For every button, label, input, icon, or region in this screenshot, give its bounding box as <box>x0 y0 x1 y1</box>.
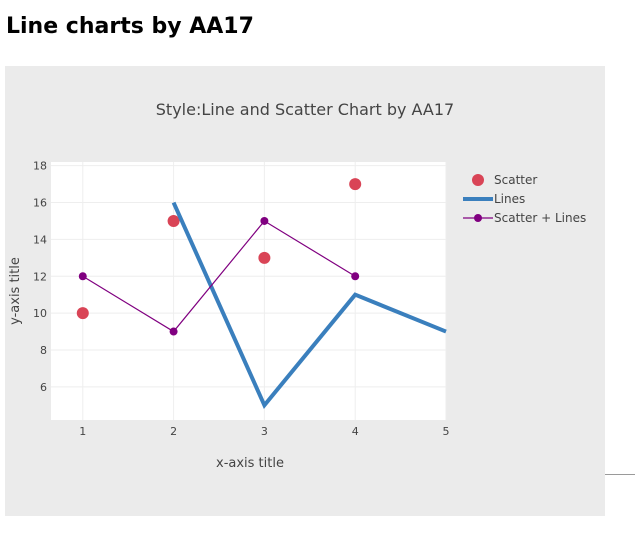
legend-swatch-marker-scatter-lines <box>474 214 482 222</box>
y-tick-label: 6 <box>40 381 47 394</box>
legend-swatch-scatter <box>472 174 484 186</box>
page-heading: Line charts by AA17 <box>6 14 254 39</box>
y-tick-label: 18 <box>33 160 47 173</box>
scatter-lines-point <box>78 272 87 281</box>
legend: Scatter Lines Scatter + Lines <box>463 173 586 225</box>
x-tick-label: 5 <box>443 425 450 438</box>
x-tick-label: 3 <box>261 425 268 438</box>
legend-label-scatter: Scatter <box>494 173 537 187</box>
scatter-lines-point <box>169 327 178 336</box>
y-tick-label: 12 <box>33 270 47 283</box>
legend-label-scatter-lines: Scatter + Lines <box>494 211 586 225</box>
y-tick-label: 14 <box>33 233 47 246</box>
y-tick-label: 8 <box>40 344 47 357</box>
lines-line <box>171 201 447 410</box>
scatter-point <box>167 214 180 227</box>
axes-background <box>51 162 446 420</box>
divider-line <box>605 474 635 475</box>
series-layer <box>76 178 447 410</box>
plot-container: 1 2 3 4 5 6 8 10 12 14 16 18 Style:Line and Scatter… <box>5 66 605 516</box>
scatter-point <box>76 307 89 320</box>
x-axis-title: x-axis title <box>216 456 284 471</box>
y-tick-label: 16 <box>33 197 47 210</box>
y-axis-title: y-axis title <box>8 257 23 325</box>
scatter-lines-line <box>82 220 356 333</box>
x-tick-label: 4 <box>352 425 359 438</box>
legend-label-lines: Lines <box>494 192 525 206</box>
scatter-point <box>349 178 362 191</box>
grid-layer <box>51 162 447 420</box>
x-tick-label: 1 <box>79 425 86 438</box>
chart-title: Style:Line and Scatter Chart by AA17 <box>156 100 454 119</box>
scatter-lines-point <box>260 216 269 225</box>
scatter-point <box>258 251 271 264</box>
scatter-lines-point <box>351 272 360 281</box>
y-tick-label: 10 <box>33 307 47 320</box>
x-tick-label: 2 <box>170 425 177 438</box>
